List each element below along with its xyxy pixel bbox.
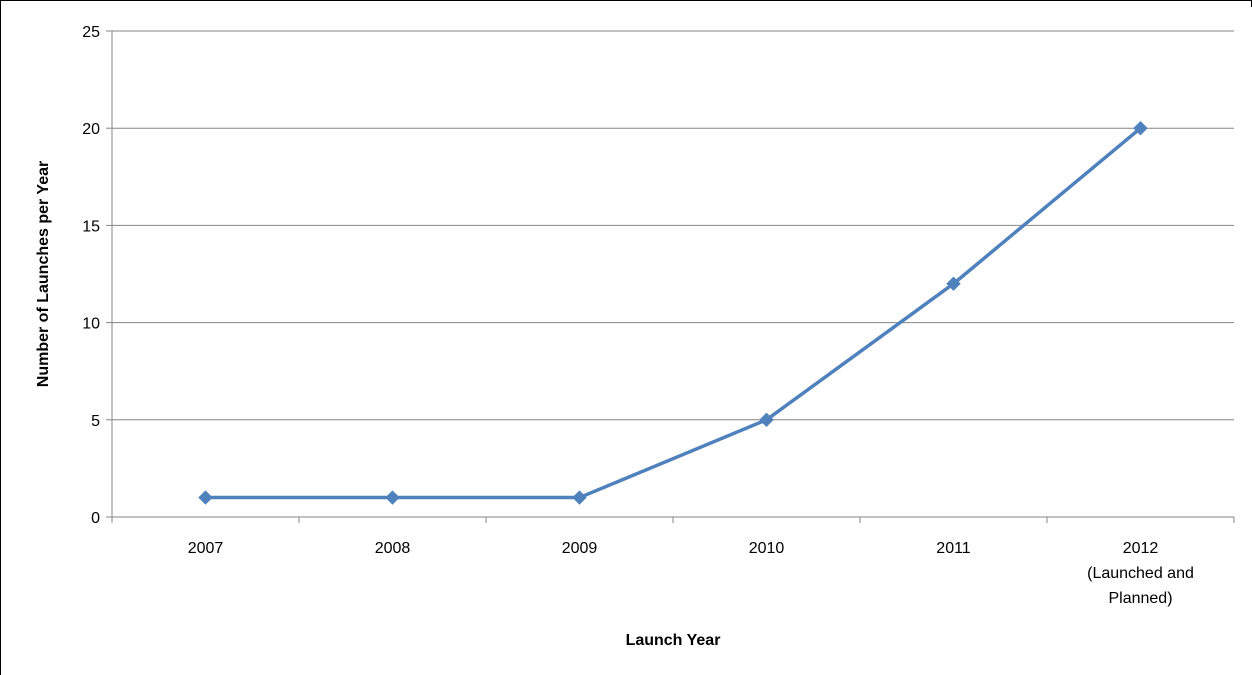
data-point (385, 490, 400, 505)
x-tick-label: 2012 (Launched and Planned) (1087, 540, 1194, 607)
y-tick-label: 25 (82, 24, 100, 41)
series-line (205, 126, 1142, 500)
gridlines (112, 30, 1234, 421)
x-tick-label: 2010 (749, 540, 785, 557)
axes (106, 30, 1235, 523)
y-tick-label: 0 (91, 510, 100, 527)
x-tick-label: 2007 (188, 540, 224, 557)
x-tick-label-line: 2007 (188, 540, 224, 557)
x-tick-label-line: 2008 (375, 540, 411, 557)
x-tick-labels: 2007 2008 2009 2010 2011 2012 (Launched and Pla… (188, 540, 1194, 607)
y-tick-label: 15 (82, 218, 100, 235)
y-tick-label: 5 (91, 413, 100, 430)
x-tick-label: 2009 (562, 540, 598, 557)
y-tick-label: 10 (82, 316, 100, 333)
data-point (1133, 120, 1148, 136)
y-tick-labels: 0 5 10 15 20 25 (82, 24, 100, 527)
x-tick-label: 2008 (375, 540, 411, 557)
x-tick-label-line: 2012 (1123, 540, 1159, 557)
y-tick-label: 20 (82, 121, 100, 138)
series-group (198, 120, 1148, 505)
x-tick-label-line: (Launched and (1087, 565, 1194, 582)
data-point (572, 490, 587, 505)
data-point (759, 412, 774, 428)
x-tick-label-line: 2010 (749, 540, 785, 557)
x-tick-label-line: 2009 (562, 540, 598, 557)
data-point (198, 490, 213, 505)
y-axis-title: Number of Launches per Year (35, 161, 52, 387)
x-tick-label-line: Planned) (1108, 590, 1172, 607)
data-point (946, 276, 961, 291)
x-tick-label-line: 2011 (936, 540, 971, 557)
x-tick-label: 2011 (936, 540, 971, 557)
x-axis-title: Launch Year (626, 632, 721, 649)
